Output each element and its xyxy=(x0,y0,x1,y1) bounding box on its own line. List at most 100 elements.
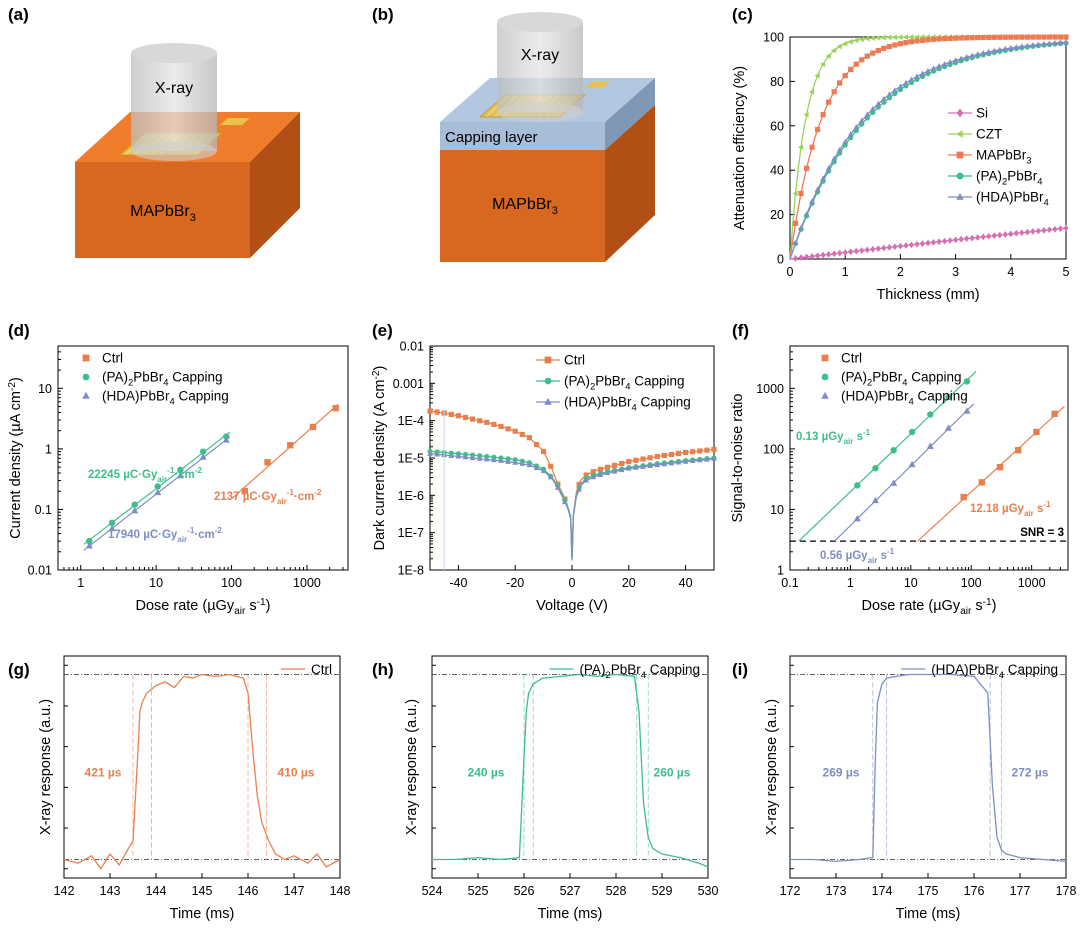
y-tick-label: 10 xyxy=(770,503,784,517)
data-point xyxy=(890,447,897,454)
data-point xyxy=(908,39,915,45)
data-point xyxy=(597,471,604,477)
data-point xyxy=(434,409,440,415)
data-point xyxy=(1057,225,1064,233)
data-point xyxy=(1052,34,1058,40)
data-point xyxy=(859,247,865,254)
data-point xyxy=(930,36,937,42)
text-part: air xyxy=(844,437,855,446)
data-point xyxy=(986,232,992,240)
text-part: 4 xyxy=(170,397,175,408)
data-point xyxy=(470,416,476,422)
text-part: 0.56 xyxy=(820,550,842,562)
data-point xyxy=(505,426,511,432)
data-point xyxy=(704,447,710,453)
text-part: 4 xyxy=(999,670,1004,681)
x-tick-label: 177 xyxy=(1010,884,1031,898)
data-point xyxy=(903,242,909,249)
data-point xyxy=(576,481,582,488)
data-point xyxy=(1013,44,1020,50)
legend-label: MAPbBr3 xyxy=(976,148,1032,167)
text-part: -1 xyxy=(257,597,266,608)
crystal-side-a xyxy=(250,112,300,258)
y-tick-label: 80 xyxy=(770,75,784,89)
xray-beam-top-a xyxy=(131,43,217,63)
data-point xyxy=(964,35,970,41)
capping-label-b: Capping layer xyxy=(445,129,538,146)
x-tick-label: 3 xyxy=(952,265,959,279)
text-part: Ctrl xyxy=(102,351,123,366)
response-curve xyxy=(432,673,709,868)
data-point xyxy=(936,238,942,246)
data-point xyxy=(919,70,926,76)
data-point xyxy=(814,72,820,79)
text-part: s xyxy=(853,431,863,443)
text-part: MAPbBr xyxy=(976,148,1027,163)
text-part: 2 xyxy=(605,670,610,681)
y-tick-label: 1E-6 xyxy=(398,489,424,503)
x-tick-label: 1 xyxy=(847,576,854,590)
data-point xyxy=(519,431,525,438)
legend-marker xyxy=(544,397,552,405)
data-point xyxy=(831,47,837,54)
data-point xyxy=(711,455,717,461)
text-part: Capping xyxy=(646,662,700,677)
x-tick-label: 172 xyxy=(780,884,801,898)
data-point xyxy=(455,413,461,419)
text-part: PbBr xyxy=(1007,169,1038,184)
data-point xyxy=(958,235,964,243)
data-point xyxy=(792,239,799,246)
data-point xyxy=(1019,229,1025,237)
y-tick-label: 0.001 xyxy=(393,377,424,391)
text-part: ·cm xyxy=(294,491,314,503)
y-tick-label: 1E-8 xyxy=(398,564,424,578)
x-tick-label: 40 xyxy=(679,576,693,590)
data-point xyxy=(986,34,992,41)
text-part: 4 xyxy=(641,670,646,681)
crystal-label-b: MAPbBr3 xyxy=(492,196,558,217)
x-tick-label: 147 xyxy=(284,884,305,898)
data-point xyxy=(1052,39,1058,46)
data-point xyxy=(434,451,440,457)
data-point xyxy=(519,460,526,466)
text-part: 22245 xyxy=(88,469,121,481)
data-point xyxy=(897,41,903,47)
data-point xyxy=(222,436,230,443)
data-point xyxy=(1002,34,1008,40)
data-point xyxy=(711,446,717,452)
fall-time-label: 272 µs xyxy=(1012,765,1049,779)
data-point xyxy=(654,453,660,460)
text-part: Time (ms) xyxy=(538,906,603,922)
legend-label: Si xyxy=(976,106,988,121)
text-part: air xyxy=(234,606,246,617)
schematic-b: X-ray Capping layer MAPbBr3 xyxy=(440,12,655,262)
text-part: ) xyxy=(372,366,388,371)
text-part: ) xyxy=(266,598,271,614)
panel-label-b: (b) xyxy=(372,5,394,24)
legend-marker xyxy=(956,151,964,159)
data-point xyxy=(996,46,1003,52)
text-part: X-ray response (a.u.) xyxy=(764,699,780,835)
x-axis-label: Thickness (mm) xyxy=(876,287,979,303)
data-point xyxy=(85,542,93,549)
data-point xyxy=(925,239,931,247)
data-point xyxy=(1041,40,1047,47)
text-part: (PA) xyxy=(102,370,128,385)
crystal-front-b xyxy=(440,150,605,262)
crystal-label-a: MAPbBr3 xyxy=(130,203,196,224)
x-axis-label: Time (ms) xyxy=(538,906,603,922)
data-point xyxy=(533,464,540,471)
data-point xyxy=(619,460,625,467)
x-tick-label: 174 xyxy=(872,884,893,898)
data-point xyxy=(892,243,898,251)
text-part: (HDA)PbBr xyxy=(564,395,632,410)
data-point xyxy=(1019,34,1025,40)
legend-label: Ctrl xyxy=(102,351,123,366)
data-point xyxy=(890,479,898,486)
data-point xyxy=(941,237,948,245)
data-point xyxy=(1030,34,1036,40)
data-point xyxy=(798,190,804,197)
text-part: µC·Gy xyxy=(243,491,278,503)
data-point xyxy=(953,236,959,244)
